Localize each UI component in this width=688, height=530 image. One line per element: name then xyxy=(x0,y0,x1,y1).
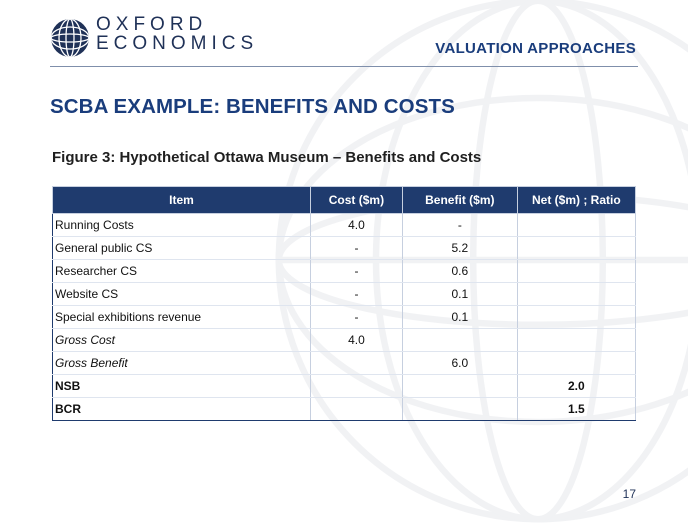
table-header-row: Item Cost ($m) Benefit ($m) Net ($m) ; R… xyxy=(52,186,637,214)
cell-net: 1.5 xyxy=(517,397,637,421)
cell-item: Researcher CS xyxy=(52,259,311,283)
cell-cost xyxy=(310,351,403,375)
figure-title: Figure 3: Hypothetical Ottawa Museum – B… xyxy=(52,149,482,166)
cell-benefit: 0.1 xyxy=(402,305,518,329)
cell-benefit xyxy=(402,397,518,421)
cell-net xyxy=(517,236,637,260)
page-number: 17 xyxy=(622,487,636,501)
column-header-item: Item xyxy=(52,186,311,214)
cell-cost: - xyxy=(310,259,403,283)
cell-net xyxy=(517,213,637,237)
cell-benefit: 6.0 xyxy=(402,351,518,375)
cell-item: General public CS xyxy=(52,236,311,260)
section-title: VALUATION APPROACHES xyxy=(435,40,636,57)
cell-benefit xyxy=(402,328,518,352)
table-row: BCR 1.5 xyxy=(52,397,637,421)
logo-line-economics: ECONOMICS xyxy=(96,33,259,54)
benefits-costs-table: Item Cost ($m) Benefit ($m) Net ($m) ; R… xyxy=(52,186,637,421)
cell-item: Special exhibitions revenue xyxy=(52,305,311,329)
cell-cost: 4.0 xyxy=(310,328,403,352)
logo-wordmark: OXFORD ECONOMICS xyxy=(96,15,258,53)
oxford-economics-logo xyxy=(51,19,89,57)
cell-net xyxy=(517,282,637,306)
table-row: Special exhibitions revenue - 0.1 xyxy=(52,305,637,329)
cell-item: Website CS xyxy=(52,282,311,306)
cell-cost: - xyxy=(310,236,403,260)
cell-item: Running Costs xyxy=(52,213,311,237)
cell-cost xyxy=(310,374,403,398)
header-divider xyxy=(50,66,638,67)
table-row: Gross Benefit 6.0 xyxy=(52,351,637,375)
cell-cost: - xyxy=(310,305,403,329)
column-header-benefit: Benefit ($m) xyxy=(401,186,518,214)
table-row: Running Costs 4.0 - xyxy=(52,213,637,237)
cell-cost: 4.0 xyxy=(310,213,403,237)
column-header-net-ratio: Net ($m) ; Ratio xyxy=(516,186,637,214)
table-row: Researcher CS - 0.6 xyxy=(52,259,637,283)
logo-line-oxford: OXFORD xyxy=(96,14,208,35)
cell-item: Gross Cost xyxy=(52,328,311,352)
table-row: NSB 2.0 xyxy=(52,374,637,398)
cell-benefit: 5.2 xyxy=(402,236,518,260)
cell-cost: - xyxy=(310,282,403,306)
cell-item: Gross Benefit xyxy=(52,351,311,375)
cell-benefit: - xyxy=(402,213,518,237)
cell-net xyxy=(517,328,637,352)
cell-net xyxy=(517,305,637,329)
cell-net: 2.0 xyxy=(517,374,637,398)
cell-benefit: 0.1 xyxy=(402,282,518,306)
table-row: Gross Cost 4.0 xyxy=(52,328,637,352)
table-row: General public CS - 5.2 xyxy=(52,236,637,260)
table-row: Website CS - 0.1 xyxy=(52,282,637,306)
cell-benefit xyxy=(402,374,518,398)
column-header-cost: Cost ($m) xyxy=(309,186,403,214)
cell-net xyxy=(517,351,637,375)
slide-title: SCBA EXAMPLE: BENEFITS AND COSTS xyxy=(50,95,455,118)
cell-benefit: 0.6 xyxy=(402,259,518,283)
cell-net xyxy=(517,259,637,283)
cell-item: BCR xyxy=(52,397,311,421)
cell-item: NSB xyxy=(52,374,311,398)
cell-cost xyxy=(310,397,403,421)
